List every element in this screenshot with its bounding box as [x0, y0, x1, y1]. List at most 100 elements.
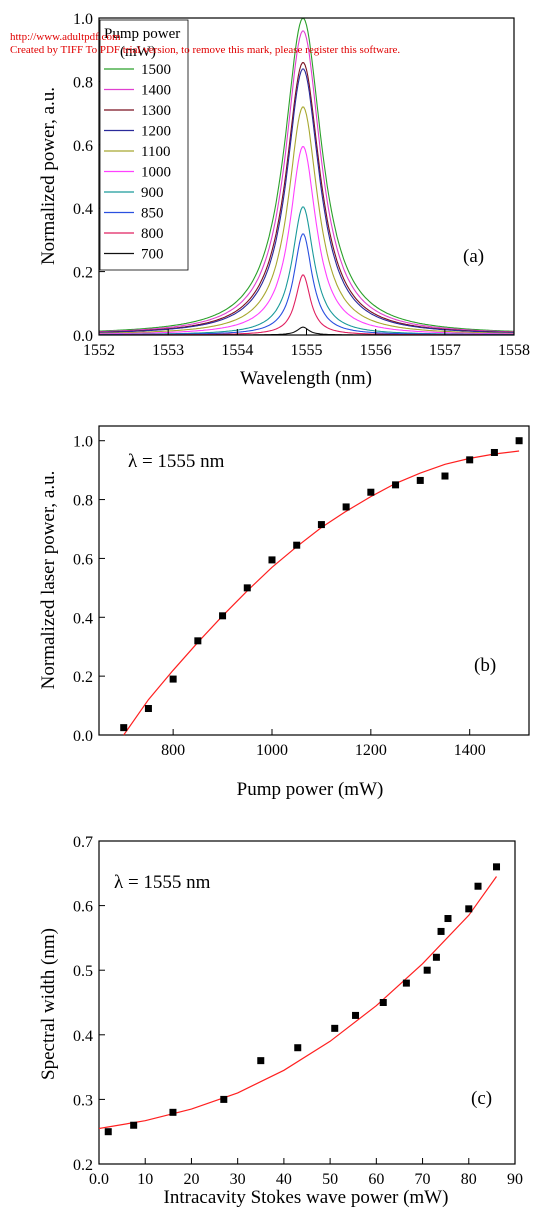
data-point [220, 1095, 228, 1103]
panel-a-legend: Pump power (mW) 1500 1400 1300 1200 1100 1000… [99, 19, 189, 271]
data-point [416, 476, 424, 484]
panel-c-points [104, 863, 501, 1136]
fit-curve [123, 450, 520, 736]
data-point [169, 675, 177, 683]
legend-label-1000: 1000 [141, 165, 171, 181]
x-tick-label: 1554 [221, 342, 253, 359]
data-point [352, 1011, 360, 1019]
data-point [432, 953, 440, 961]
legend-label-1400: 1400 [141, 83, 171, 99]
legend-label-1200: 1200 [141, 124, 171, 140]
panel-c-ticks: 0.0 10 20 30 40 50 60 70 80 90 0.2 0.3 0.4 0.5 0.6 0.7 [73, 834, 523, 1188]
y-tick-label: 0.0 [73, 728, 93, 745]
legend-box [99, 19, 189, 271]
x-tick-label: 1000 [256, 742, 288, 759]
y-tick-label: 1.0 [73, 434, 93, 451]
panel-c-chart: 0.0 10 20 30 40 50 60 70 80 900.20.30.40.50.60.7 … [38, 834, 523, 1208]
x-tick-label: 30 [230, 1171, 246, 1188]
data-point [130, 1121, 138, 1129]
x-tick-label: 1557 [429, 342, 461, 359]
series-line-1500 [98, 17, 514, 332]
y-tick-label: 0.2 [73, 1157, 93, 1174]
y-tick-label: 0.7 [73, 834, 93, 851]
legend-label-1100: 1100 [141, 144, 170, 160]
data-point [392, 481, 400, 489]
data-point [465, 905, 473, 913]
data-point [293, 541, 301, 549]
panel-c-ylabel: Spectral width (nm) [38, 928, 59, 1080]
legend-title-line2: (mW) [120, 44, 156, 60]
x-tick-label: 40 [276, 1171, 292, 1188]
panel-c-xlabel: Intracavity Stokes wave power (mW) [164, 1187, 449, 1208]
data-point [402, 979, 410, 987]
data-point [243, 584, 251, 592]
data-point [219, 612, 227, 620]
x-tick-label: 1558 [498, 342, 530, 359]
data-point [466, 456, 474, 464]
legend-label-700: 700 [141, 247, 164, 263]
legend-label-850: 850 [141, 206, 164, 222]
data-point [490, 448, 498, 456]
data-point [194, 637, 202, 645]
y-tick-label: 0.6 [73, 551, 93, 568]
panel-b-xlabel: Pump power (mW) [237, 779, 384, 800]
x-tick-label: 800 [161, 742, 185, 759]
y-tick-label: 0.3 [73, 1092, 93, 1109]
panel-b-ylabel: Normalized laser power, a.u. [38, 471, 59, 690]
data-point [294, 1044, 302, 1052]
panel-b-annotation: λ = 1555 nm [128, 451, 225, 472]
y-tick-label: 0.8 [73, 493, 93, 510]
panel-a-chart: 1552 1553 1554 1555 1556 1557 1558 0.0 0.2 0.4 0.6… [10, 11, 530, 389]
y-tick-label: 1.0 [73, 11, 93, 28]
series-line-1400 [98, 30, 515, 333]
fit-curve [98, 876, 497, 1130]
panel-b-points [120, 437, 523, 732]
x-tick-label: 20 [183, 1171, 199, 1188]
data-point [120, 724, 128, 732]
x-tick-label: 60 [368, 1171, 384, 1188]
data-point [367, 488, 375, 496]
x-tick-label: 1200 [355, 742, 387, 759]
legend-title-line1: Pump power [104, 26, 180, 42]
data-point [441, 472, 449, 480]
panel-c-fit [98, 876, 497, 1130]
panel-c-plot-frame [98, 840, 516, 1165]
data-point [268, 556, 276, 564]
y-tick-label: 0.5 [73, 963, 93, 980]
data-point [342, 503, 350, 511]
panel-c-annotation: λ = 1555 nm [114, 872, 211, 893]
x-tick-label: 1556 [360, 342, 392, 359]
panel-a-ylabel: Normalized power, a.u. [38, 87, 59, 265]
watermark-line2: Created by TIFF To PDF trial version, to… [10, 44, 400, 56]
data-point [331, 1024, 339, 1032]
panel-b-chart: 800 1000 1200 1400 0.0 0.2 0.4 0.6 0.8 1.0 λ = 15… [38, 425, 530, 800]
data-point [257, 1057, 265, 1065]
x-tick-label: 90 [507, 1171, 523, 1188]
panel-a-xlabel: Wavelength (nm) [240, 368, 372, 389]
y-tick-label: 0.6 [73, 899, 93, 916]
data-point [423, 966, 431, 974]
x-tick-label: 50 [322, 1171, 338, 1188]
x-tick-label: 10 [137, 1171, 153, 1188]
data-point [493, 863, 501, 871]
data-point [169, 1108, 177, 1116]
data-point [317, 521, 325, 529]
y-tick-label: 0.4 [73, 610, 93, 627]
y-tick-label: 0.4 [73, 201, 93, 218]
data-point [474, 882, 482, 890]
data-point [444, 915, 452, 923]
legend-label-1500: 1500 [141, 62, 171, 78]
panel-b-fit [123, 450, 520, 736]
x-tick-label: 80 [461, 1171, 477, 1188]
data-point [379, 999, 387, 1006]
data-point [437, 927, 445, 935]
data-point [515, 437, 523, 445]
series-line-800 [99, 274, 514, 336]
x-tick-label: 0.0 [89, 1171, 109, 1188]
y-tick-label: 0.2 [73, 669, 93, 686]
y-tick-label: 0.8 [73, 74, 93, 91]
legend-label-1300: 1300 [141, 103, 171, 119]
y-tick-label: 0.0 [73, 328, 93, 345]
watermark-line1: http://www.adultpdf.com [10, 31, 121, 43]
